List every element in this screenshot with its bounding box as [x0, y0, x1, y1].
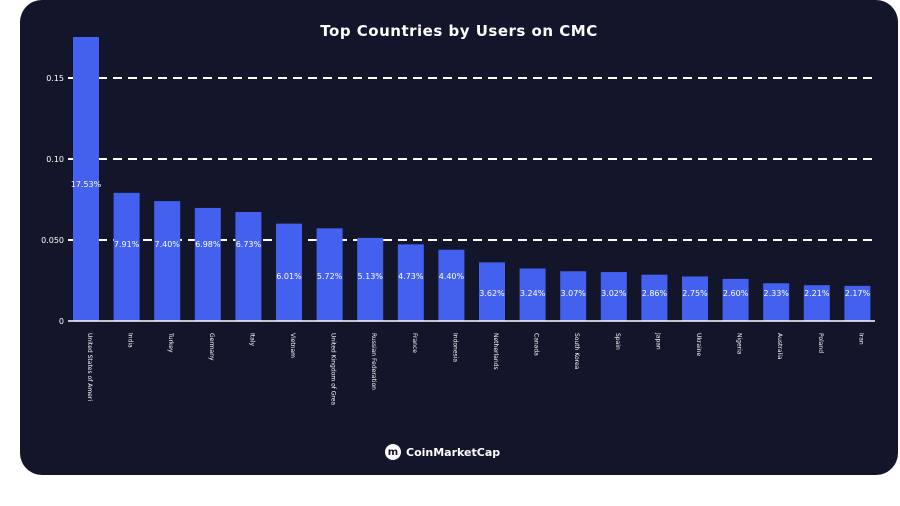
bar [113, 192, 140, 321]
bar [357, 237, 384, 321]
bar [316, 228, 343, 321]
x-tick-label: Nigeria [736, 333, 743, 355]
bar [722, 278, 749, 321]
bar [235, 211, 262, 321]
bar [682, 276, 708, 321]
bar [763, 283, 790, 321]
bar [194, 207, 221, 321]
x-tick-label: Spain [614, 333, 621, 350]
coinmarketcap-logo: m CoinMarketCap [385, 444, 500, 460]
data-label: 7.40% [154, 240, 180, 249]
bar [641, 274, 668, 321]
bar [560, 271, 587, 321]
data-label: 2.17% [845, 289, 871, 298]
data-label: 4.40% [439, 272, 465, 281]
data-label: 2.60% [723, 289, 749, 298]
bar [276, 223, 302, 321]
data-label: 2.33% [763, 289, 789, 298]
x-tick-label: United Kingdom of Grea [330, 333, 337, 405]
x-tick-label: South Korea [573, 333, 580, 370]
data-label: 5.13% [357, 272, 383, 281]
x-tick-label: Poland [817, 333, 824, 353]
x-tick-label: Netherlands [492, 333, 499, 370]
bar [397, 244, 424, 321]
y-tick-label: 0.10 [46, 155, 64, 164]
bar [600, 272, 627, 321]
x-tick-label: Vietnam [289, 333, 296, 358]
x-tick-label: Turkey [167, 332, 174, 353]
y-tick-label: 0.15 [46, 74, 64, 83]
data-label: 17.53% [71, 180, 102, 189]
data-label: 3.62% [479, 289, 505, 298]
x-tick-label: Russian Federation [370, 333, 377, 390]
x-tick-label: Australia [776, 333, 783, 360]
x-tick-label: United States of Ameri [86, 333, 93, 401]
data-label: 7.91% [114, 240, 140, 249]
bar [519, 268, 546, 321]
data-label: 4.73% [398, 272, 424, 281]
data-label: 3.07% [560, 289, 586, 298]
data-label: 6.73% [236, 240, 262, 249]
x-tick-label: Italy [248, 333, 255, 346]
x-tick-label: India [127, 333, 134, 348]
x-tick-label: France [411, 333, 418, 353]
bar [479, 262, 505, 321]
x-tick-label: Canada [533, 333, 540, 356]
x-tick-label: Germany [208, 333, 215, 361]
data-label: 5.72% [317, 272, 343, 281]
bar [438, 249, 465, 321]
x-tick-label: Indonesia [451, 333, 458, 362]
bar [73, 37, 99, 321]
data-label: 3.24% [520, 289, 546, 298]
brand-name: CoinMarketCap [406, 445, 501, 459]
bar-chart: 0 0.050 0.10 0.15 17.53% United States of Ame… [41, 37, 875, 405]
bar [844, 285, 871, 321]
data-label: 6.01% [276, 272, 302, 281]
bar [803, 285, 830, 321]
data-label: 2.75% [682, 289, 708, 298]
chart-title: Top Countries by Users on CMC [320, 22, 598, 40]
chart-card: Top Countries by Users on CMC 0 0.050 0.10… [20, 0, 898, 475]
data-label: 2.21% [804, 289, 830, 298]
x-tick-label: Ukraine [695, 333, 702, 356]
data-label: 6.98% [195, 240, 221, 249]
y-tick-label: 0 [59, 317, 64, 326]
bar [154, 201, 181, 321]
y-tick-label: 0.050 [41, 236, 64, 245]
data-label: 3.02% [601, 289, 627, 298]
data-label: 2.86% [642, 289, 668, 298]
coinmarketcap-icon: m [385, 444, 401, 460]
x-tick-label: Japan [654, 332, 661, 350]
x-tick-label: Iran [857, 333, 864, 345]
